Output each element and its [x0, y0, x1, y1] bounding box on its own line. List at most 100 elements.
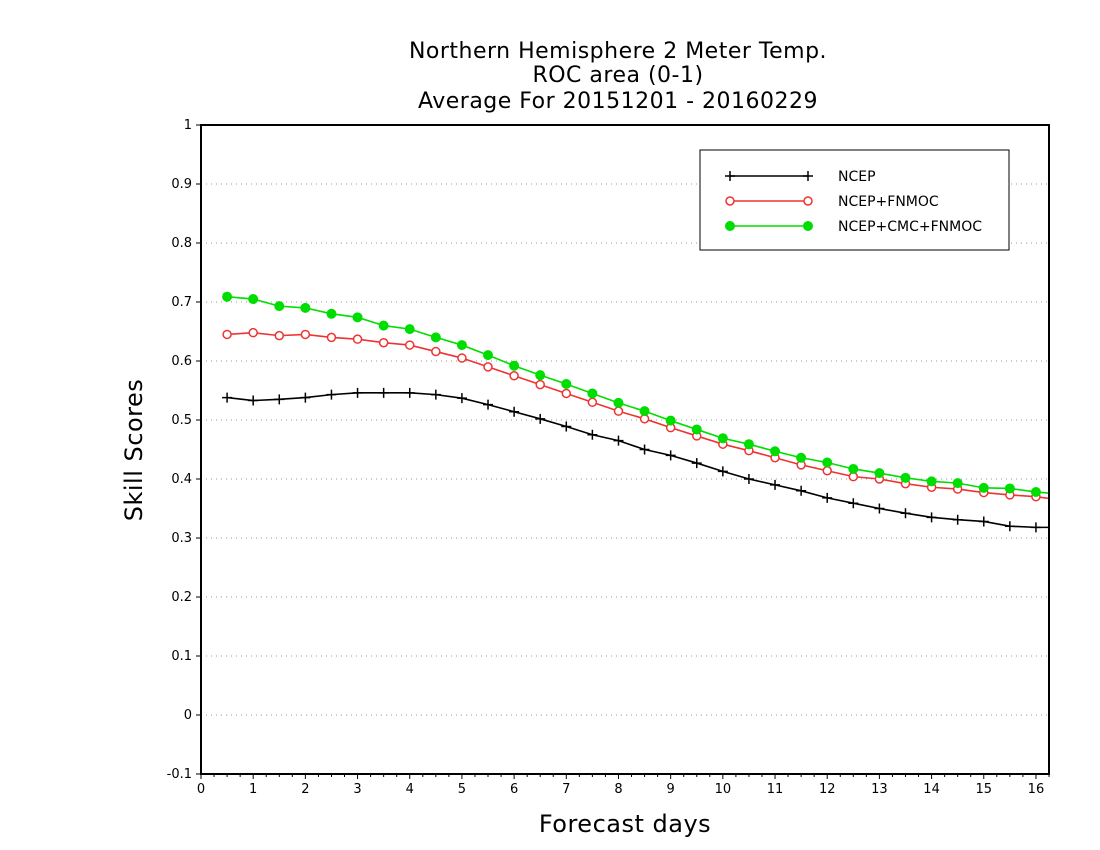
series-line [227, 295, 1050, 494]
chart-title-line-2: ROC area (0-1) [532, 63, 703, 88]
legend-entry: NCEP [725, 169, 876, 185]
legend-marker [725, 171, 735, 181]
legend-box [699, 149, 1010, 251]
data-point [326, 332, 337, 343]
x-tick-label: 14 [923, 782, 940, 797]
data-point [248, 395, 259, 406]
data-point [978, 482, 989, 493]
data-point [900, 508, 911, 519]
data-point [691, 424, 702, 435]
data-point [848, 463, 859, 474]
data-point [952, 478, 963, 489]
x-tick-label: 8 [614, 782, 622, 797]
x-tick-label: 15 [975, 782, 992, 797]
y-tick-label: 0.4 [171, 472, 192, 487]
x-tick-label: 6 [510, 782, 518, 797]
x-tick-label: 9 [667, 782, 675, 797]
data-point [770, 479, 781, 490]
data-point [535, 379, 545, 390]
data-point [222, 291, 233, 302]
data-point [743, 474, 754, 484]
data-point [926, 476, 937, 487]
data-point [535, 413, 546, 424]
data-point [952, 514, 963, 525]
chart-title: Northern Hemisphere 2 Meter Temp. ROC ar… [409, 39, 827, 114]
data-point [326, 308, 337, 319]
x-tick-label: 12 [819, 782, 836, 797]
data-point [431, 346, 441, 357]
data-point [717, 466, 728, 477]
data-point [796, 452, 807, 463]
legend-marker [803, 196, 813, 206]
x-tick-label: 1 [249, 782, 257, 797]
data-point [483, 399, 494, 410]
legend-marker [725, 196, 735, 206]
data-point [743, 439, 754, 450]
data-point [326, 389, 337, 400]
data-point [639, 406, 650, 417]
x-axis-title: Forecast days [539, 810, 711, 838]
legend-entry: NCEP+CMC+FNMOC [725, 219, 982, 235]
data-point [561, 388, 572, 399]
y-tick-label: 1 [184, 118, 192, 133]
data-point [561, 379, 572, 390]
data-point [822, 492, 833, 503]
data-point [430, 332, 441, 343]
data-point [613, 406, 624, 416]
data-point [352, 387, 363, 398]
gridlines [201, 183, 1049, 716]
data-point [639, 444, 650, 455]
legend-label: NCEP+FNMOC [838, 194, 939, 210]
x-tick-label: 11 [767, 782, 784, 797]
data-point [483, 362, 493, 372]
data-point [274, 394, 285, 405]
data-point [561, 421, 572, 432]
legend-marker [803, 171, 813, 181]
data-point [535, 370, 546, 381]
data-point [665, 415, 676, 426]
series-layer [222, 291, 1050, 533]
data-point [926, 512, 937, 523]
y-tick-label: 0.9 [171, 177, 192, 192]
data-point [378, 387, 389, 398]
legend: NCEP NCEP+FNMOC NCEP+CMC+FNMOC [699, 149, 1010, 251]
data-point [848, 498, 859, 509]
data-point [248, 327, 258, 338]
legend-entry: NCEP+FNMOC [725, 194, 939, 210]
legend-marker [725, 221, 735, 231]
data-point [222, 392, 233, 403]
data-point [274, 301, 285, 312]
data-point [900, 472, 911, 483]
chart-title-line-1: Northern Hemisphere 2 Meter Temp. [409, 39, 827, 64]
data-point [613, 435, 624, 446]
x-tick-label: 7 [562, 782, 570, 797]
data-point [378, 337, 389, 348]
x-tick-label: 3 [353, 782, 361, 797]
legend-label: NCEP [838, 169, 876, 185]
data-point [1030, 486, 1041, 497]
y-axis: -0.1 0 0.1 0.2 0.3 0.4 0.5 0.6 0.7 0.8 0.9 1 [167, 118, 201, 782]
y-tick-label: 0.3 [171, 531, 192, 546]
y-tick-label: -0.1 [167, 767, 192, 782]
data-point [587, 429, 598, 440]
series-line [227, 392, 1049, 529]
y-axis-title: Skill Scores [120, 379, 148, 522]
data-point [874, 503, 885, 514]
data-point [587, 388, 598, 399]
data-point [978, 516, 989, 527]
data-point [404, 340, 415, 350]
data-point [248, 294, 259, 305]
y-tick-label: 0 [184, 708, 192, 723]
x-tick-label: 0 [197, 782, 205, 797]
data-point [456, 340, 467, 351]
x-axis: 0 1 2 3 4 5 6 7 8 9 10 11 12 13 14 15 16 [197, 774, 1050, 797]
legend-marker [803, 221, 813, 231]
data-point [509, 360, 520, 371]
data-point [874, 468, 885, 479]
data-point [796, 485, 807, 496]
series-ncep-cmc-fnmoc [222, 291, 1050, 497]
x-tick-label: 4 [406, 782, 414, 797]
data-point [404, 387, 415, 398]
data-point [378, 320, 389, 331]
